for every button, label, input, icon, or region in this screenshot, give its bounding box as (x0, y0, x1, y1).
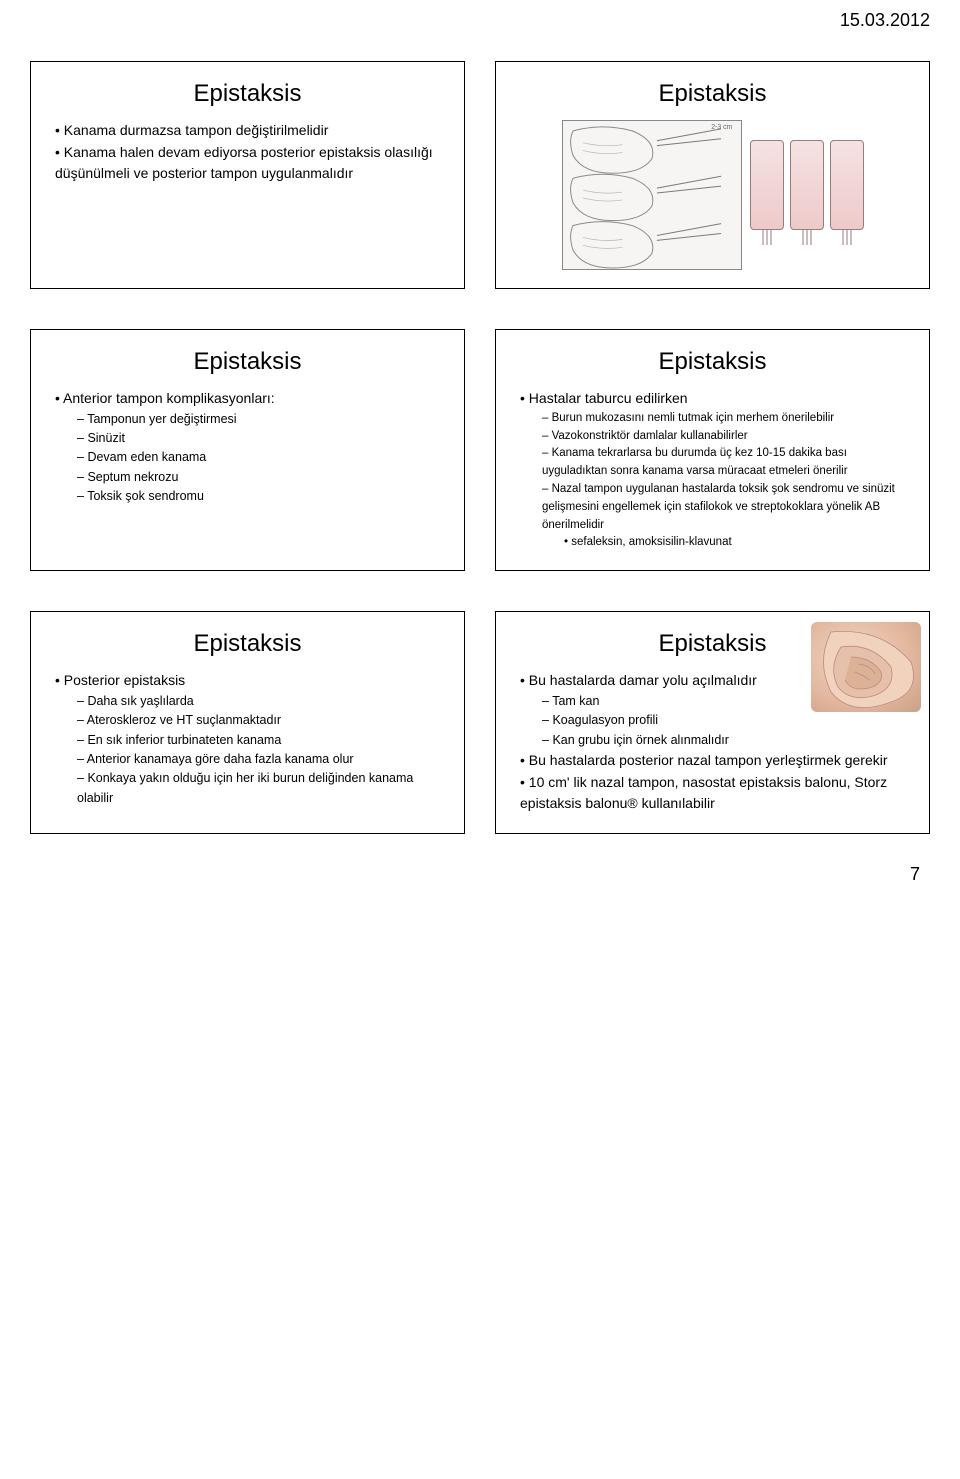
bullet-item: Koagulasyon profili (542, 711, 911, 730)
slide-6: Epistaksis Bu hastalarda damar yolu açıl… (495, 611, 930, 834)
bullet-item: Vazokonstriktör damlalar kullanabilirler (542, 428, 911, 446)
bullet-item: Konkaya yakın olduğu için her iki burun … (77, 769, 446, 808)
bullet-item: Anterior tampon komplikasyonları:Tamponu… (55, 388, 446, 507)
slide-title: Epistaksis (49, 348, 446, 376)
slide-title: Epistaksis (514, 348, 911, 376)
slide-4: Epistaksis Hastalar taburcu edilirkenBuru… (495, 329, 930, 571)
tampon-icon (830, 140, 864, 230)
bullet-list-l1: Hastalar taburcu edilirkenBurun mukozası… (514, 388, 911, 552)
bullet-item: sefaleksin, amoksisilin-klavunat (564, 534, 911, 552)
slide-5: Epistaksis Posterior epistaksisDaha sık y… (30, 611, 465, 834)
slide-1: Epistaksis Kanama durmazsa tampon değişti… (30, 61, 465, 289)
bullet-item: Kan grubu için örnek alınmalıdır (542, 731, 911, 750)
bullet-item: Toksik şok sendromu (77, 487, 446, 506)
bullet-item: Ateroskleroz ve HT suçlanmaktadır (77, 711, 446, 730)
page-number: 7 (0, 844, 960, 905)
tampon-icon (790, 140, 824, 230)
slides-grid: Epistaksis Kanama durmazsa tampon değişti… (0, 31, 960, 844)
bullet-list-l2: Tamponun yer değiştirmesiSinüzitDevam ed… (55, 410, 446, 507)
slide-title: Epistaksis (514, 80, 911, 108)
slide-title: Epistaksis (49, 80, 446, 108)
slide-3: Epistaksis Anterior tampon komplikasyonla… (30, 329, 465, 571)
slide-title: Epistaksis (49, 630, 446, 658)
bullet-item: Nazal tampon uygulanan hastalarda toksik… (542, 481, 911, 552)
svg-text:2-3 cm: 2-3 cm (711, 124, 732, 131)
bullet-item: Kanama halen devam ediyorsa posterior ep… (55, 142, 446, 185)
bullet-item: Sinüzit (77, 429, 446, 448)
bullet-list-l1: Anterior tampon komplikasyonları:Tamponu… (49, 388, 446, 507)
tampon-icon (750, 140, 784, 230)
nasal-diagram-panel: 2-3 cm (514, 120, 911, 270)
bullet-item: Burun mukozasını nemli tutmak için merhe… (542, 410, 911, 428)
bullet-item: Septum nekrozu (77, 468, 446, 487)
bullet-list-l1: Kanama durmazsa tampon değiştirilmelidir… (49, 120, 446, 185)
bullet-item: Anterior kanamaya göre daha fazla kanama… (77, 750, 446, 769)
bullet-item: Kanama durmazsa tampon değiştirilmelidir (55, 120, 446, 142)
bullet-item: Daha sık yaşlılarda (77, 692, 446, 711)
slide-2: Epistaksis 2-3 cm (495, 61, 930, 289)
page-date: 15.03.2012 (0, 0, 960, 31)
bullet-item: Tamponun yer değiştirmesi (77, 410, 446, 429)
bullet-item: 10 cm' lik nazal tampon, nasostat epista… (520, 772, 911, 815)
bullet-item: Bu hastalarda posterior nazal tampon yer… (520, 750, 911, 772)
bullet-item: Hastalar taburcu edilirkenBurun mukozası… (520, 388, 911, 552)
bullet-item: Kanama tekrarlarsa bu durumda üç kez 10-… (542, 445, 911, 481)
bullet-item: Devam eden kanama (77, 448, 446, 467)
bullet-item: Posterior epistaksisDaha sık yaşlılardaA… (55, 670, 446, 808)
bullet-list-l3: sefaleksin, amoksisilin-klavunat (542, 534, 911, 552)
bullet-list-l2: Daha sık yaşlılardaAteroskleroz ve HT su… (55, 692, 446, 808)
nasal-sagittal-icon: 2-3 cm (562, 120, 742, 270)
bullet-list-l2: Burun mukozasını nemli tutmak için merhe… (520, 410, 911, 553)
ear-sagittal-icon (811, 622, 921, 712)
bullet-item: En sık inferior turbinateten kanama (77, 731, 446, 750)
bullet-list-l1: Posterior epistaksisDaha sık yaşlılardaA… (49, 670, 446, 808)
tampon-samples (750, 140, 864, 230)
